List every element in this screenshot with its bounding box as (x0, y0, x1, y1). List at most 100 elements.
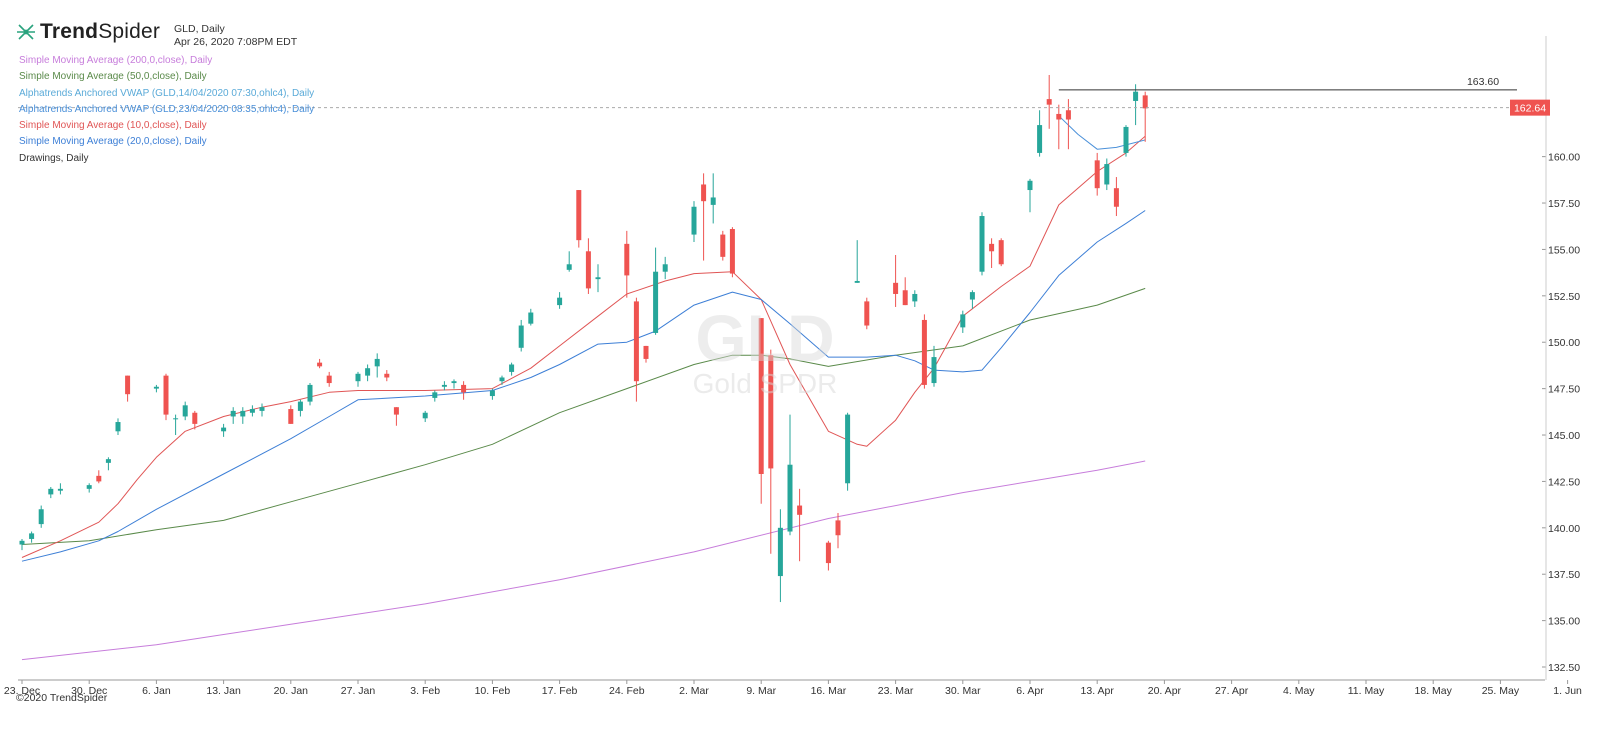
x-tick-label: 23. Dec (4, 685, 40, 697)
candle (585, 238, 591, 294)
indicator-label[interactable]: Simple Moving Average (50,0,close), Dail… (19, 71, 207, 83)
indicator-label[interactable]: Drawings, Daily (19, 152, 89, 164)
candle (393, 407, 399, 426)
candle-body (758, 318, 764, 474)
candle-body (499, 377, 505, 382)
last-price-label: 162.64 (1514, 103, 1546, 115)
x-tick-label: 27. Jan (341, 685, 376, 697)
indicator-label[interactable]: Simple Moving Average (20,0,close), Dail… (19, 136, 207, 148)
candle-body (633, 301, 639, 382)
indicator-line-4 (1058, 115, 1146, 150)
candle-body (576, 190, 582, 241)
candle-body (969, 292, 975, 300)
candle (57, 483, 63, 495)
indicator-label[interactable]: Simple Moving Average (200,0,close), Dai… (19, 55, 213, 66)
candle (163, 373, 169, 421)
candle (835, 512, 841, 549)
candle (173, 414, 179, 436)
symbol-timestamp: Apr 26, 2020 7:08PM EDT (174, 36, 298, 48)
candle-body (566, 264, 572, 270)
candle (825, 540, 831, 571)
candle (115, 418, 121, 436)
candle-body (729, 229, 735, 274)
symbol-info: GLD, Daily Apr 26, 2020 7:08PM EDT (174, 23, 297, 49)
candle (902, 277, 908, 306)
x-tick-label: 9. Mar (746, 685, 776, 697)
candle-body (374, 358, 380, 367)
candle-body (249, 409, 255, 413)
watermark-ticker: GLD (695, 301, 835, 375)
candle-body (29, 533, 35, 539)
x-tick-label: 1. Jun (1553, 685, 1582, 697)
candle-body (1065, 110, 1071, 120)
candle-body (38, 509, 44, 525)
indicator-label[interactable]: Alphatrends Anchored VWAP (GLD,23/04/202… (19, 103, 315, 115)
candle (576, 190, 582, 248)
candle (1133, 84, 1139, 126)
x-tick-label: 24. Feb (609, 685, 645, 697)
candle-body (921, 319, 927, 385)
indicator-lines (21, 115, 1146, 661)
candle-body (125, 375, 131, 395)
candle (509, 362, 515, 376)
candle (19, 538, 25, 551)
candle (758, 318, 764, 504)
candle-body (393, 407, 399, 415)
candle-body (662, 264, 668, 272)
candle (921, 314, 927, 389)
candle (777, 509, 783, 603)
candle (249, 405, 255, 417)
candle-body (307, 384, 313, 402)
x-axis: 23. Dec 30. Dec 6. Jan 13. Jan 20. Jan 27. Ja… (4, 685, 1582, 697)
candle-body (115, 422, 121, 432)
candle (1094, 152, 1100, 196)
candle-body (624, 243, 630, 276)
indicator-label[interactable]: Simple Moving Average (10,0,close), Dail… (19, 120, 207, 132)
candle (365, 364, 371, 382)
candle-body (259, 407, 265, 411)
y-tick-label: 147.50 (1548, 384, 1580, 396)
x-tick-label: 23. Mar (878, 685, 914, 697)
candle (624, 230, 630, 298)
candle-body (1142, 95, 1148, 109)
candle-body (893, 282, 899, 294)
candle-body (105, 459, 111, 463)
candle-body (96, 475, 102, 482)
candle-body (86, 485, 92, 489)
candle (845, 412, 851, 491)
candle-body (835, 520, 841, 536)
candle-body (720, 234, 726, 257)
candle (1142, 91, 1148, 142)
candle-body (585, 251, 591, 289)
x-tick-label: 25. May (1482, 685, 1520, 697)
indicator-label[interactable]: Alphatrends Anchored VWAP (GLD,14/04/202… (19, 87, 315, 99)
candle-body (230, 410, 236, 417)
candle-body (441, 384, 447, 387)
spider-logo-icon (17, 24, 35, 40)
y-tick-label: 145.00 (1548, 430, 1580, 442)
candle-body (528, 312, 534, 324)
candle (125, 375, 131, 402)
y-tick-label: 152.50 (1548, 291, 1580, 303)
symbol-title: GLD, Daily (174, 23, 225, 35)
candle-body (1046, 99, 1052, 105)
y-tick-label: 150.00 (1548, 337, 1580, 349)
candle-body (19, 540, 25, 545)
candle-body (182, 405, 188, 417)
candle (489, 388, 495, 400)
candle-body (384, 373, 390, 378)
candle-body (355, 373, 361, 382)
x-tick-label: 18. May (1415, 685, 1453, 697)
x-tick-label: 30. Dec (71, 685, 107, 697)
candle (451, 379, 457, 389)
candle (86, 483, 92, 493)
x-tick-label: 30. Mar (945, 685, 981, 697)
candle (307, 383, 313, 406)
candle (864, 297, 870, 330)
candle-body (912, 293, 918, 302)
candle-body (979, 216, 985, 272)
candle-body (777, 527, 783, 577)
candle (643, 345, 649, 363)
candle-body (489, 390, 495, 397)
